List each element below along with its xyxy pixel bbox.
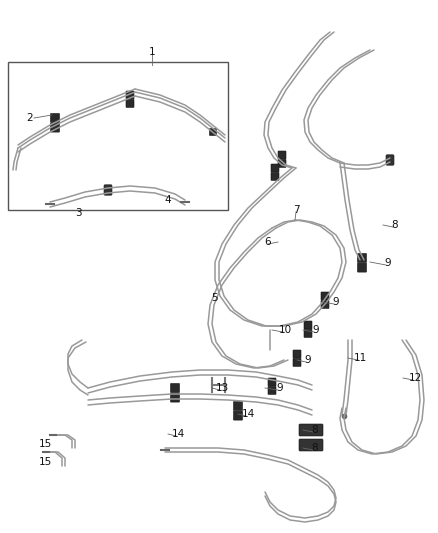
Text: 14: 14: [171, 429, 185, 439]
Text: 1: 1: [148, 47, 155, 57]
FancyBboxPatch shape: [268, 386, 276, 394]
Text: 9: 9: [385, 258, 391, 268]
Bar: [8, 62, 228, 210]
FancyBboxPatch shape: [233, 411, 243, 420]
Text: 6: 6: [265, 237, 271, 247]
FancyBboxPatch shape: [304, 321, 312, 329]
FancyBboxPatch shape: [209, 128, 216, 135]
Text: 5: 5: [211, 293, 217, 303]
FancyBboxPatch shape: [304, 329, 312, 337]
Text: 8: 8: [392, 220, 398, 230]
FancyBboxPatch shape: [50, 114, 60, 123]
Text: 10: 10: [279, 325, 292, 335]
Text: 4: 4: [165, 195, 171, 205]
FancyBboxPatch shape: [271, 172, 279, 180]
FancyBboxPatch shape: [293, 350, 301, 358]
Text: 13: 13: [215, 383, 229, 393]
Text: 3: 3: [75, 208, 81, 218]
Text: 15: 15: [39, 439, 52, 449]
FancyBboxPatch shape: [357, 263, 367, 272]
Text: 14: 14: [241, 409, 254, 419]
FancyBboxPatch shape: [271, 164, 279, 172]
FancyBboxPatch shape: [104, 185, 112, 195]
FancyBboxPatch shape: [170, 384, 180, 392]
FancyBboxPatch shape: [268, 378, 276, 386]
Text: 9: 9: [277, 383, 283, 393]
FancyBboxPatch shape: [233, 401, 243, 410]
Text: 7: 7: [293, 205, 299, 215]
Text: 15: 15: [39, 457, 52, 467]
FancyBboxPatch shape: [170, 393, 180, 402]
Text: 2: 2: [27, 113, 33, 123]
Text: 11: 11: [353, 353, 367, 363]
FancyBboxPatch shape: [299, 424, 323, 436]
FancyBboxPatch shape: [278, 151, 286, 159]
Text: 9: 9: [333, 297, 339, 307]
FancyBboxPatch shape: [299, 439, 323, 451]
FancyBboxPatch shape: [126, 99, 134, 108]
FancyBboxPatch shape: [126, 91, 134, 99]
FancyBboxPatch shape: [278, 159, 286, 167]
Text: 8: 8: [312, 443, 318, 453]
FancyBboxPatch shape: [386, 155, 394, 165]
FancyBboxPatch shape: [293, 358, 301, 366]
FancyBboxPatch shape: [357, 254, 367, 262]
Text: 12: 12: [408, 373, 422, 383]
FancyBboxPatch shape: [321, 301, 329, 309]
Text: 8: 8: [312, 425, 318, 435]
FancyBboxPatch shape: [50, 123, 60, 132]
Text: 9: 9: [313, 325, 319, 335]
FancyBboxPatch shape: [321, 292, 329, 300]
Text: 9: 9: [305, 355, 311, 365]
